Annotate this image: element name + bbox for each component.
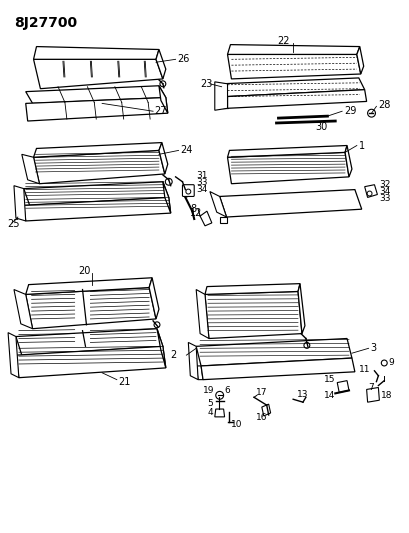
Polygon shape xyxy=(262,404,271,416)
Polygon shape xyxy=(227,54,361,79)
Polygon shape xyxy=(196,338,352,366)
Polygon shape xyxy=(188,342,198,379)
Text: 17: 17 xyxy=(256,388,267,397)
Text: 22: 22 xyxy=(277,36,290,46)
Polygon shape xyxy=(14,289,33,329)
Text: 10: 10 xyxy=(231,420,243,429)
Polygon shape xyxy=(345,146,352,177)
Text: 11: 11 xyxy=(359,365,371,374)
Polygon shape xyxy=(215,82,227,110)
Text: 32: 32 xyxy=(380,180,391,189)
Text: 15: 15 xyxy=(324,375,335,384)
Polygon shape xyxy=(34,59,163,88)
Text: 34: 34 xyxy=(380,187,391,196)
Polygon shape xyxy=(26,278,152,294)
Polygon shape xyxy=(34,46,159,59)
Text: 9: 9 xyxy=(388,359,394,367)
Text: 33: 33 xyxy=(196,178,208,187)
Text: 29: 29 xyxy=(344,106,357,116)
Text: 5: 5 xyxy=(207,399,213,408)
Polygon shape xyxy=(34,142,162,157)
Polygon shape xyxy=(16,346,166,378)
Text: 21: 21 xyxy=(118,377,130,386)
Text: 4: 4 xyxy=(207,408,213,417)
Polygon shape xyxy=(205,292,302,338)
Text: 23: 23 xyxy=(200,79,212,89)
Text: 13: 13 xyxy=(297,390,309,399)
Polygon shape xyxy=(8,333,19,378)
Polygon shape xyxy=(215,409,225,417)
Text: 1: 1 xyxy=(359,141,365,150)
Text: 2: 2 xyxy=(170,350,177,360)
Text: 24: 24 xyxy=(180,146,193,156)
Text: 7: 7 xyxy=(369,383,375,392)
Text: 28: 28 xyxy=(378,100,391,110)
Polygon shape xyxy=(14,185,26,221)
Polygon shape xyxy=(298,284,305,334)
Polygon shape xyxy=(159,142,168,174)
Text: 33: 33 xyxy=(380,194,391,203)
Polygon shape xyxy=(149,278,159,319)
Text: 34: 34 xyxy=(196,185,207,194)
Polygon shape xyxy=(227,90,366,108)
Polygon shape xyxy=(227,146,347,157)
Polygon shape xyxy=(163,182,171,213)
Text: 31: 31 xyxy=(196,172,208,180)
Polygon shape xyxy=(227,45,360,54)
Polygon shape xyxy=(24,197,171,221)
Text: 27: 27 xyxy=(154,106,166,116)
Polygon shape xyxy=(157,329,166,368)
Polygon shape xyxy=(26,98,168,121)
Polygon shape xyxy=(34,150,165,184)
Text: 16: 16 xyxy=(256,414,267,422)
FancyBboxPatch shape xyxy=(182,185,194,197)
Polygon shape xyxy=(365,185,378,197)
Text: 30: 30 xyxy=(316,122,328,132)
Polygon shape xyxy=(201,358,355,379)
Text: 18: 18 xyxy=(381,391,393,400)
Text: 6: 6 xyxy=(225,386,230,395)
Polygon shape xyxy=(26,86,166,103)
Polygon shape xyxy=(220,217,227,223)
Text: 3: 3 xyxy=(371,343,377,353)
Text: 12: 12 xyxy=(190,208,203,218)
Polygon shape xyxy=(200,211,212,226)
Polygon shape xyxy=(22,155,39,184)
Polygon shape xyxy=(210,191,227,217)
Polygon shape xyxy=(222,96,227,108)
Polygon shape xyxy=(205,284,300,294)
Polygon shape xyxy=(26,288,156,329)
Polygon shape xyxy=(337,381,349,392)
Text: 26: 26 xyxy=(178,54,190,64)
Polygon shape xyxy=(24,182,169,205)
Polygon shape xyxy=(156,50,166,79)
Polygon shape xyxy=(366,387,380,402)
Text: 20: 20 xyxy=(78,266,91,276)
Polygon shape xyxy=(16,329,163,355)
Text: 25: 25 xyxy=(7,219,20,229)
Polygon shape xyxy=(357,46,364,74)
Polygon shape xyxy=(159,86,168,113)
Polygon shape xyxy=(196,366,203,379)
Text: 19: 19 xyxy=(203,386,215,395)
Polygon shape xyxy=(227,152,349,184)
Text: 14: 14 xyxy=(324,391,335,400)
Polygon shape xyxy=(220,190,362,217)
Text: 8J27700: 8J27700 xyxy=(14,16,77,30)
Polygon shape xyxy=(222,78,365,96)
Polygon shape xyxy=(196,289,209,338)
Text: 8: 8 xyxy=(190,204,196,214)
